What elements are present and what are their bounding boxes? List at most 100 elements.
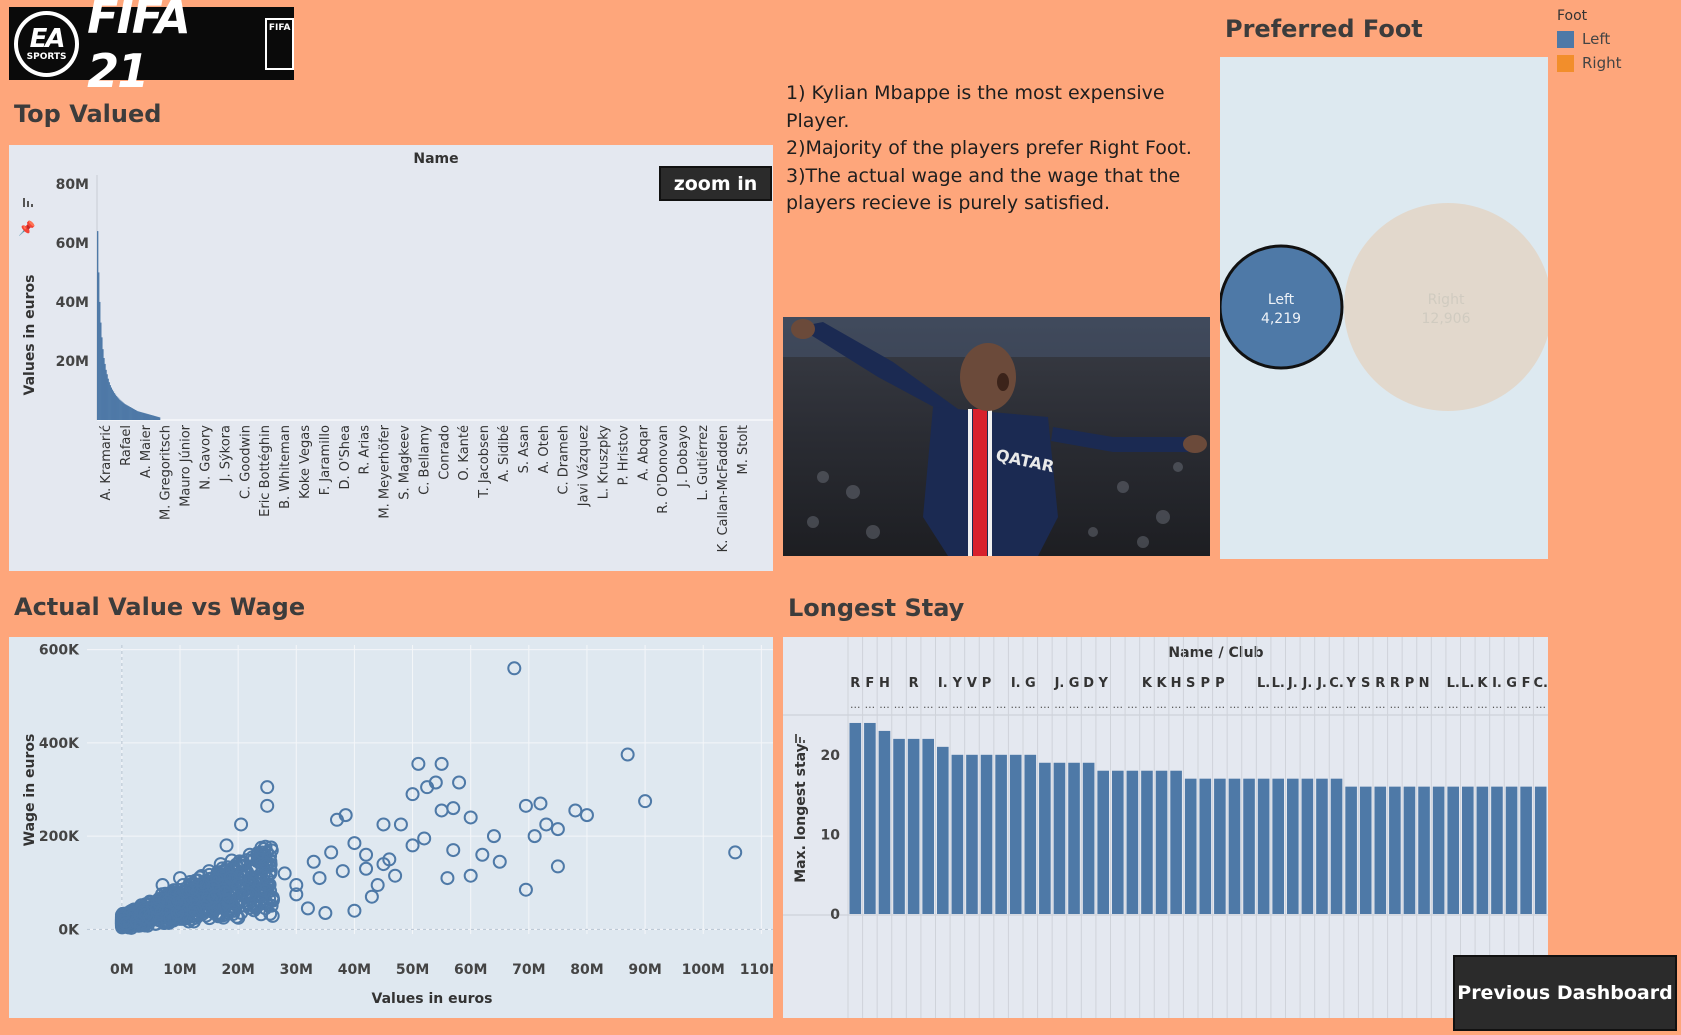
right-value: 12,906 — [1422, 311, 1471, 327]
scatter-point — [155, 878, 170, 893]
bar — [119, 399, 121, 420]
column-label: G — [1506, 676, 1517, 691]
scatter-point — [411, 756, 426, 771]
ea-sports-logo: EA SPORTS — [14, 10, 80, 77]
scatter-point — [382, 852, 397, 867]
column-label-truncation: ... — [1171, 698, 1182, 711]
bar — [1068, 762, 1080, 914]
x-tick-label: 10M — [163, 962, 196, 978]
column-label-truncation: ... — [908, 698, 919, 711]
column-label-truncation: ... — [1069, 698, 1080, 711]
sort-icon[interactable] — [795, 734, 805, 743]
y-tick-label: 400K — [39, 736, 80, 752]
column-label: I. — [1492, 676, 1502, 691]
column-label-truncation: ... — [1477, 698, 1488, 711]
scatter-point — [527, 829, 542, 844]
x-tick-label: 40M — [338, 962, 371, 978]
bar — [849, 722, 862, 914]
scatter-point — [579, 808, 594, 823]
actual-vs-wage-panel[interactable]: Wage in euros Values in euros 0K 200K 400K… — [9, 637, 783, 1018]
column-label-truncation: ... — [1185, 698, 1196, 711]
bar — [103, 358, 105, 420]
scatter-point — [568, 803, 583, 818]
bar — [141, 412, 143, 420]
y-tick-label: 0K — [58, 922, 80, 938]
scatter-point — [188, 903, 203, 918]
longest-stay-chart[interactable]: Name / Club Max. longest stay 0 10 20 R...… — [783, 637, 1548, 1018]
bar — [131, 408, 133, 420]
scatter-point — [335, 864, 350, 879]
column-label: N — [1419, 676, 1430, 691]
insight-3: 3)The actual wage and the wage that the … — [786, 164, 1181, 215]
top-valued-chart[interactable]: Name Values in euros 📌 20M 40M 60M 80M A. K… — [9, 145, 773, 571]
previous-dashboard-button[interactable]: Previous Dashboard — [1453, 955, 1677, 1031]
legend-item-left[interactable]: Left — [1557, 30, 1622, 48]
bar — [1228, 778, 1241, 914]
insight-2: 2)Majority of the players prefer Right F… — [786, 137, 1192, 159]
column-label-truncation: ... — [1258, 698, 1269, 711]
pin-icon[interactable]: 📌 — [18, 219, 36, 237]
column-label: F — [1522, 676, 1531, 691]
scatter-point — [167, 896, 182, 911]
top-valued-panel[interactable]: Name Values in euros 📌 20M 40M 60M 80M A. K… — [9, 145, 773, 571]
column-label: S — [1186, 676, 1195, 691]
bar — [995, 754, 1007, 914]
scatter-point — [149, 901, 164, 916]
bar — [1214, 778, 1226, 914]
x-tick-label: A. Maier — [139, 424, 154, 478]
bar — [140, 412, 142, 420]
column-label-truncation: ... — [1215, 698, 1226, 711]
scatter-point — [234, 817, 249, 832]
column-label-truncation: ... — [1010, 698, 1021, 711]
x-tick-label: 60M — [454, 962, 487, 978]
bar — [1287, 778, 1299, 914]
value-vs-wage-chart[interactable]: Wage in euros Values in euros 0K 200K 400K… — [9, 637, 783, 1018]
bar — [1432, 786, 1445, 914]
bar — [1082, 762, 1095, 914]
column-label: J. — [1054, 676, 1065, 691]
bar — [147, 414, 149, 420]
legend-label-left: Left — [1582, 30, 1611, 48]
sort-icon[interactable] — [23, 198, 33, 207]
scatter-point — [347, 903, 362, 918]
bar — [1316, 778, 1328, 914]
scatter-point — [638, 794, 653, 809]
scatter-point — [405, 787, 420, 802]
scatter-point — [434, 756, 449, 771]
scatter-point — [231, 870, 246, 885]
scatter-point — [242, 847, 257, 862]
scatter-point — [223, 870, 238, 885]
preferred-foot-chart[interactable]: Right 12,906 Left 4,219 — [1218, 57, 1552, 559]
scatter-point — [226, 907, 241, 922]
bubble-left[interactable]: Left 4,219 — [1218, 244, 1344, 370]
column-label-truncation: ... — [1244, 698, 1255, 711]
chart-title: Name / Club — [1168, 645, 1263, 661]
bar — [109, 385, 111, 420]
scatter-point — [213, 857, 228, 872]
bar — [922, 738, 934, 914]
legend-item-right[interactable]: Right — [1557, 54, 1622, 72]
zoom-in-button[interactable]: zoom in — [659, 166, 772, 201]
bar — [1520, 786, 1532, 914]
preferred-foot-panel[interactable]: Right 12,906 Left 4,219 — [1218, 57, 1552, 559]
scatter-point — [347, 836, 362, 851]
bar — [149, 414, 151, 420]
bubble-right[interactable]: Right 12,906 — [1344, 203, 1552, 411]
scatter-point — [260, 780, 275, 795]
longest-stay-panel[interactable]: Name / Club Max. longest stay 0 10 20 R...… — [783, 637, 1548, 1018]
column-label-truncation: ... — [938, 698, 949, 711]
fifa-badge: FIFA — [265, 17, 294, 70]
scatter-point — [266, 892, 281, 907]
bar — [112, 391, 115, 420]
bar — [150, 414, 152, 420]
column-label: R — [1375, 676, 1385, 691]
scatter-point — [440, 871, 455, 886]
scatter-point — [133, 907, 148, 922]
bar — [1243, 778, 1255, 914]
column-label-truncation: ... — [1156, 698, 1167, 711]
actual-vs-wage-title: Actual Value vs Wage — [14, 593, 306, 621]
scatter-point — [222, 889, 237, 904]
scatter-point — [254, 840, 269, 855]
column-label: R — [1390, 676, 1400, 691]
x-tick-label: A. Kramarić — [99, 425, 114, 501]
